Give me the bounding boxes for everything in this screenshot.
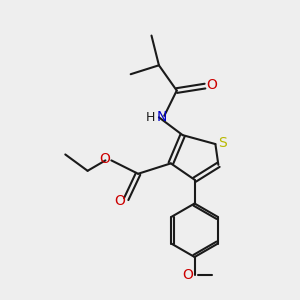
- Text: H: H: [146, 111, 155, 124]
- Text: O: O: [183, 268, 194, 282]
- Text: O: O: [114, 194, 125, 208]
- Text: S: S: [218, 136, 227, 150]
- Text: O: O: [206, 78, 217, 92]
- Text: N: N: [157, 110, 167, 124]
- Text: O: O: [99, 152, 110, 166]
